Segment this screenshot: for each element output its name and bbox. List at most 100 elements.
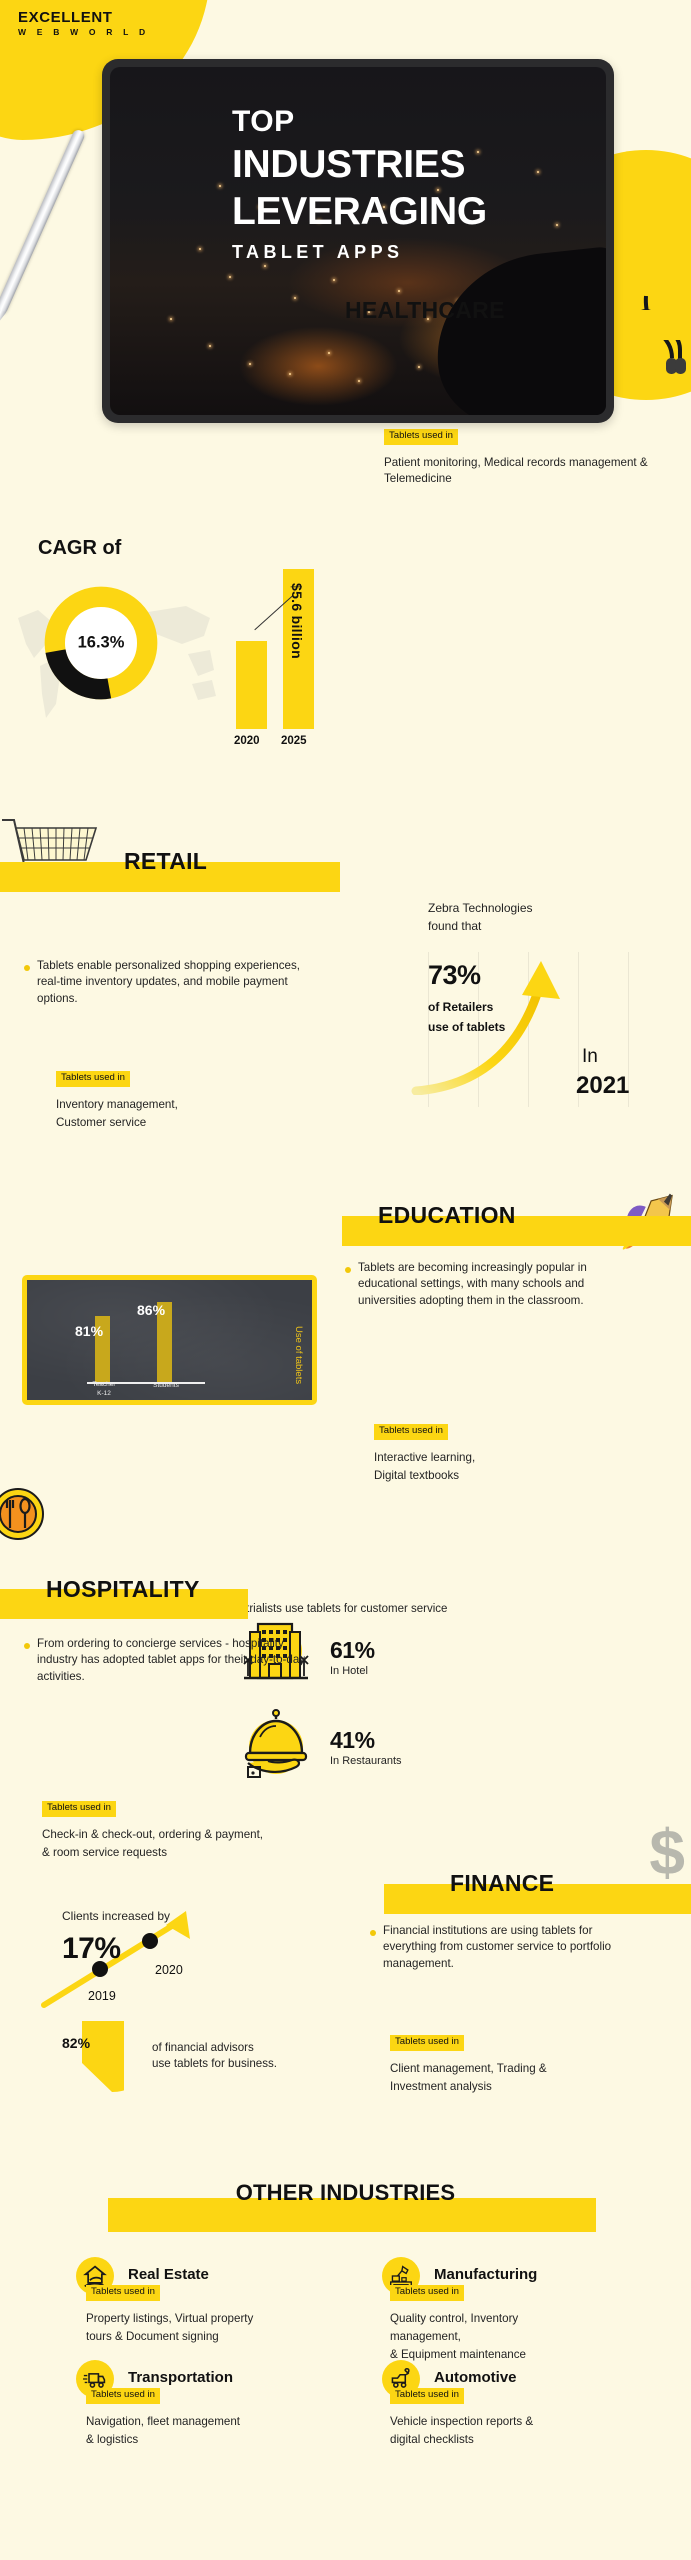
hospitality-used-in-tag: Tablets used in [42, 1801, 116, 1817]
finance-line-chart [41, 1911, 190, 2008]
hospitality-stat-value-1: 41% [330, 1727, 375, 1753]
education-bullet-text: Tablets are becoming increasingly popula… [358, 1261, 587, 1307]
healthcare-bar-value-label: $5.6 billion [289, 583, 305, 659]
healthcare-used-in-text: Patient monitoring, Medical records mana… [384, 456, 648, 486]
retail-title: RETAIL [124, 848, 208, 874]
hospitality-title: HOSPITALITY [46, 1576, 200, 1602]
healthcare-used-in-tag: Tablets used in [384, 429, 458, 445]
retail-gridline [428, 952, 429, 1107]
retail-bullet: Tablets enable personalized shopping exp… [24, 958, 304, 1007]
cagr-donut-chart [44, 586, 158, 700]
retail-growth-arrow-icon [411, 961, 560, 1095]
other-used-in-line2-0: tours & Document signing [86, 2330, 219, 2343]
education-bar-students [157, 1302, 172, 1382]
other-used-in-tag-0: Tablets used in [86, 2285, 160, 2301]
hospitality-used-in-line1: Check-in & check-out, ordering & payment… [42, 1828, 264, 1841]
cagr-label: CAGR of [38, 537, 122, 559]
healthcare-bar-year-2020: 2020 [234, 735, 260, 747]
hero-subtitle: TABLET APPS [232, 242, 404, 262]
finance-used-in-line2: Investment analysis [390, 2080, 492, 2093]
retail-bullet-text: Tablets enable personalized shopping exp… [37, 959, 300, 1005]
finance-used-in-line1: Client management, Trading & [390, 2062, 547, 2075]
retail-gridline [628, 952, 629, 1107]
other-used-in-line1-2: Navigation, fleet management [86, 2415, 241, 2428]
finance-pie-text: of financial advisors use tablets for bu… [152, 2040, 277, 2073]
retail-source-line2: found that [428, 919, 482, 933]
finance-year-2019: 2019 [88, 1989, 116, 2003]
retail-source-line1: Zebra Technologies [428, 901, 533, 915]
hero-title-line1: INDUSTRIES [232, 143, 466, 186]
other-used-in-tag-3: Tablets used in [390, 2388, 464, 2404]
dollar-sign-icon: $ [649, 1816, 685, 1888]
education-chalkboard-chart: 81% 86% Teacher K-12 Students Use of tab… [22, 1275, 317, 1405]
education-title: EDUCATION [378, 1202, 516, 1228]
retail-gridline [528, 952, 529, 1107]
retail-used-in-line2: Customer service [56, 1116, 147, 1129]
other-used-in-line2-2: & logistics [86, 2433, 139, 2446]
education-chart-axis [87, 1382, 205, 1384]
retail-used-in-tag: Tablets used in [56, 1071, 130, 1087]
healthcare-bar-year-2025: 2025 [281, 735, 307, 747]
finance-used-in-tag: Tablets used in [390, 2035, 464, 2051]
retail-gridline [478, 952, 479, 1107]
finance-bullet: Financial institutions are using tablets… [370, 1923, 632, 1972]
education-title-band [342, 1216, 691, 1246]
finance-pie-text-line2: use tablets for business. [152, 2057, 278, 2071]
other-item-name-2: Transportation [128, 2369, 234, 2386]
other-item-name-1: Manufacturing [434, 2266, 538, 2283]
other-used-in-tag-2: Tablets used in [86, 2388, 160, 2404]
retail-stat-sub-line2: use of tablets [428, 1020, 506, 1034]
healthcare-bar-2020 [236, 641, 267, 729]
other-item-name-3: Automotive [434, 2369, 517, 2386]
hospitality-kicker: Industrialists use tablets for customer … [218, 1603, 448, 1615]
hero-title-top: TOP [232, 105, 295, 138]
brand-logo-line2: W E B W O R L D [18, 27, 150, 37]
finance-year-2020: 2020 [155, 1963, 183, 1977]
other-used-in-tag-1: Tablets used in [390, 2285, 464, 2301]
healthcare-title: HEALTHCARE [345, 297, 505, 323]
other-industries-band [108, 2198, 596, 2232]
finance-clients-label: Clients increased by [62, 1909, 171, 1923]
retail-stat-value: 73% [428, 960, 481, 990]
bullet-dot-icon [345, 1267, 351, 1273]
finance-pie-value: 82% [62, 2035, 91, 2051]
education-value-teacher: 81% [75, 1323, 104, 1339]
other-used-in-line2-3: digital checklists [390, 2433, 474, 2446]
finance-bullet-text: Financial institutions are using tablets… [383, 1924, 612, 1970]
cutlery-plate-icon [0, 1488, 44, 1540]
tow-truck-wrench-glyph [391, 2367, 410, 2388]
factory-robot-glyph [390, 2265, 412, 2287]
delivery-truck-glyph [83, 2373, 106, 2388]
other-item-name-0: Real Estate [128, 2266, 209, 2283]
stylus-pen-icon [0, 128, 87, 316]
other-used-in-line1-0: Property listings, Virtual property [86, 2312, 254, 2325]
hospitality-bullet: From ordering to concierge services - ho… [24, 1636, 308, 1685]
education-tick-teacher: Teacher K-12 [83, 1381, 125, 1398]
education-used-in-line2: Digital textbooks [374, 1469, 460, 1482]
cagr-value: 16.3% [77, 633, 125, 652]
other-used-in-line1-3: Vehicle inspection reports & [390, 2415, 534, 2428]
retail-stat-sub-line1: of Retailers [428, 1000, 494, 1014]
other-used-in-line1-1: Quality control, Inventory [390, 2312, 519, 2325]
education-value-students: 86% [137, 1302, 166, 1318]
education-tick-teacher-line1: Teacher [92, 1381, 116, 1389]
brand-logo: EXCELLENT W E B W O R L D [18, 10, 149, 37]
healthcare-bar-2025 [283, 569, 314, 729]
cagr-donut-center-wrap: 16.3% [40, 582, 162, 704]
education-axis-side-label: Use of tablets [293, 1325, 304, 1384]
bullet-dot-icon [24, 1643, 30, 1649]
bullet-dot-icon [370, 1930, 376, 1936]
finance-clients-value: 17% [62, 1932, 121, 1965]
hero-title-group: TOP INDUSTRIES LEVERAGING TABLET APPS [232, 105, 487, 262]
education-used-in-line1: Interactive learning, [374, 1451, 476, 1464]
hospitality-stat-value-0: 61% [330, 1637, 375, 1663]
education-tick-students: Students [153, 1381, 179, 1389]
cloche-tray-icon [244, 1709, 308, 1778]
finance-pie-text-line1: of financial advisors [152, 2041, 254, 2054]
tablet-mockup: TOP INDUSTRIES LEVERAGING TABLET APPS [102, 59, 614, 423]
education-bullet: Tablets are becoming increasingly popula… [345, 1260, 627, 1309]
retail-year-value: 2021 [576, 1072, 630, 1099]
hero-section: TOP INDUSTRIES LEVERAGING TABLET APPS EX… [0, 0, 691, 470]
education-tick-teacher-line2: K-12 [97, 1389, 111, 1397]
